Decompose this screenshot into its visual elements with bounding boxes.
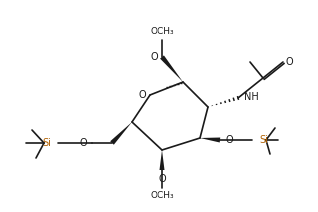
- Text: O: O: [158, 174, 166, 184]
- Text: OCH₃: OCH₃: [150, 28, 174, 36]
- Text: O: O: [150, 52, 158, 62]
- Text: Si: Si: [42, 138, 51, 148]
- Text: O: O: [80, 138, 87, 148]
- Text: Si: Si: [259, 135, 268, 145]
- Polygon shape: [160, 150, 164, 170]
- Polygon shape: [110, 122, 132, 145]
- Text: OCH₃: OCH₃: [150, 191, 174, 201]
- Text: NH: NH: [244, 92, 259, 102]
- Polygon shape: [160, 55, 183, 82]
- Text: O: O: [285, 57, 293, 67]
- Polygon shape: [200, 138, 220, 142]
- Text: O: O: [225, 135, 233, 145]
- Text: O: O: [138, 90, 146, 100]
